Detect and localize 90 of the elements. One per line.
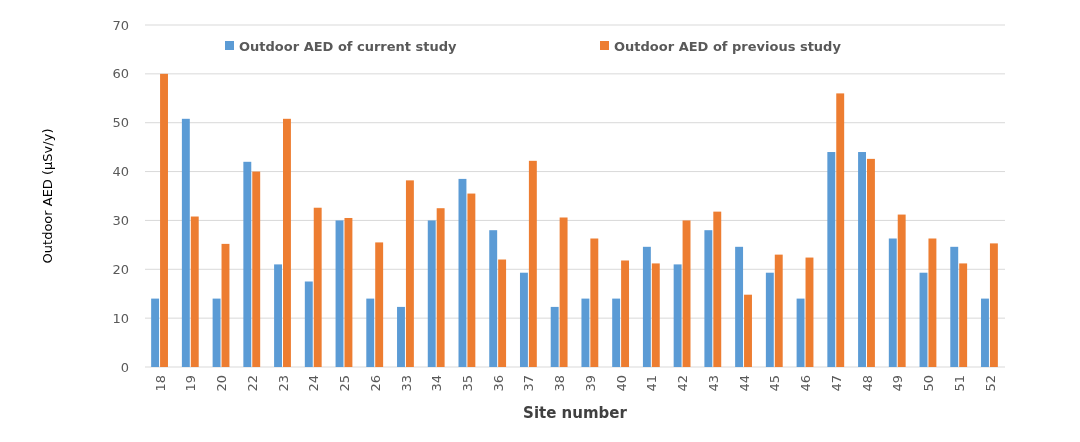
- bar: [950, 246, 959, 367]
- y-tick-label: 10: [112, 310, 129, 326]
- x-tick-label: 41: [644, 375, 660, 392]
- x-tick-label: 35: [459, 375, 475, 392]
- bar: [519, 272, 528, 367]
- x-tick-label: 40: [613, 375, 629, 392]
- bar: [735, 246, 744, 367]
- bar: [181, 118, 190, 367]
- bar: [673, 264, 682, 367]
- x-tick-label: 44: [736, 375, 752, 392]
- x-tick-label: 18: [152, 375, 168, 392]
- x-tick-label: 37: [521, 375, 537, 392]
- bar: [796, 298, 805, 367]
- bar: [612, 298, 621, 367]
- bar: [283, 118, 291, 367]
- bar: [559, 217, 568, 367]
- bar: [243, 161, 252, 367]
- x-tick-label: 50: [921, 375, 937, 392]
- bar: [581, 298, 590, 367]
- y-tick-label: 50: [112, 115, 129, 131]
- bar: [981, 298, 989, 367]
- bar: [397, 306, 405, 367]
- x-tick-label: 46: [798, 375, 814, 392]
- bar: [621, 260, 630, 367]
- y-tick-label: 40: [112, 164, 129, 180]
- bar: [252, 171, 261, 367]
- x-tick-label: 34: [429, 375, 445, 392]
- bar: [989, 243, 998, 367]
- x-tick-label: 38: [552, 375, 568, 392]
- x-tick-label: 25: [337, 375, 353, 392]
- bar: [897, 214, 906, 367]
- x-tick-label: 36: [490, 375, 506, 392]
- bar: [704, 230, 713, 367]
- legend-label: Outdoor AED of current study: [239, 38, 458, 54]
- bar: [436, 208, 445, 367]
- x-tick-label: 45: [767, 375, 783, 392]
- x-tick-label: 49: [890, 375, 906, 392]
- x-tick-label: 51: [951, 375, 967, 392]
- bar: [366, 298, 375, 367]
- bar: [489, 230, 498, 367]
- x-tick-label: 33: [398, 375, 414, 392]
- x-tick-label: 48: [859, 375, 875, 392]
- bar: [866, 158, 875, 367]
- x-tick-label: 20: [214, 375, 230, 392]
- legend-label: Outdoor AED of previous study: [614, 38, 842, 54]
- y-tick-label: 0: [120, 359, 129, 375]
- bar: [858, 152, 866, 367]
- x-axis-title: Site number: [523, 404, 628, 422]
- bar: [528, 160, 537, 367]
- bar: [344, 217, 353, 367]
- x-tick-label: 42: [675, 375, 691, 392]
- bar: [888, 238, 897, 367]
- x-tick-label: 26: [367, 375, 383, 392]
- bar: [651, 263, 660, 367]
- bar: [190, 216, 199, 367]
- x-tick-label: 52: [982, 375, 998, 392]
- bar: [498, 259, 507, 367]
- bar: [836, 93, 845, 367]
- bar: [713, 211, 722, 367]
- y-tick-label: 60: [112, 66, 129, 82]
- y-axis-title: Outdoor AED (µSv/y): [40, 128, 55, 264]
- bar: [590, 238, 599, 367]
- bar: [212, 298, 221, 367]
- x-tick-label: 39: [582, 375, 598, 392]
- bar: [827, 152, 836, 367]
- bar: [928, 238, 937, 367]
- bar: [304, 281, 313, 367]
- bar: [550, 306, 559, 367]
- x-tick-label: 22: [244, 375, 260, 392]
- y-tick-label: 30: [112, 212, 129, 228]
- x-tick-label: 43: [705, 375, 721, 392]
- x-tick-label: 23: [275, 375, 291, 392]
- bar: [313, 207, 322, 367]
- bar: [774, 254, 783, 367]
- bar: [642, 246, 651, 367]
- x-tick-label: 19: [183, 375, 199, 392]
- x-tick-label: 24: [306, 375, 322, 392]
- y-tick-label: 70: [112, 17, 129, 33]
- bar: [744, 294, 752, 367]
- bar: [405, 180, 414, 367]
- bar: [375, 242, 384, 367]
- bar: [151, 298, 160, 367]
- bar: [765, 272, 774, 367]
- bar: [427, 220, 436, 367]
- y-tick-label: 20: [112, 261, 129, 277]
- bar: [467, 193, 476, 367]
- bar: [160, 73, 168, 367]
- bar: [959, 263, 968, 367]
- bar: [274, 264, 283, 367]
- x-tick-label: 47: [828, 375, 844, 392]
